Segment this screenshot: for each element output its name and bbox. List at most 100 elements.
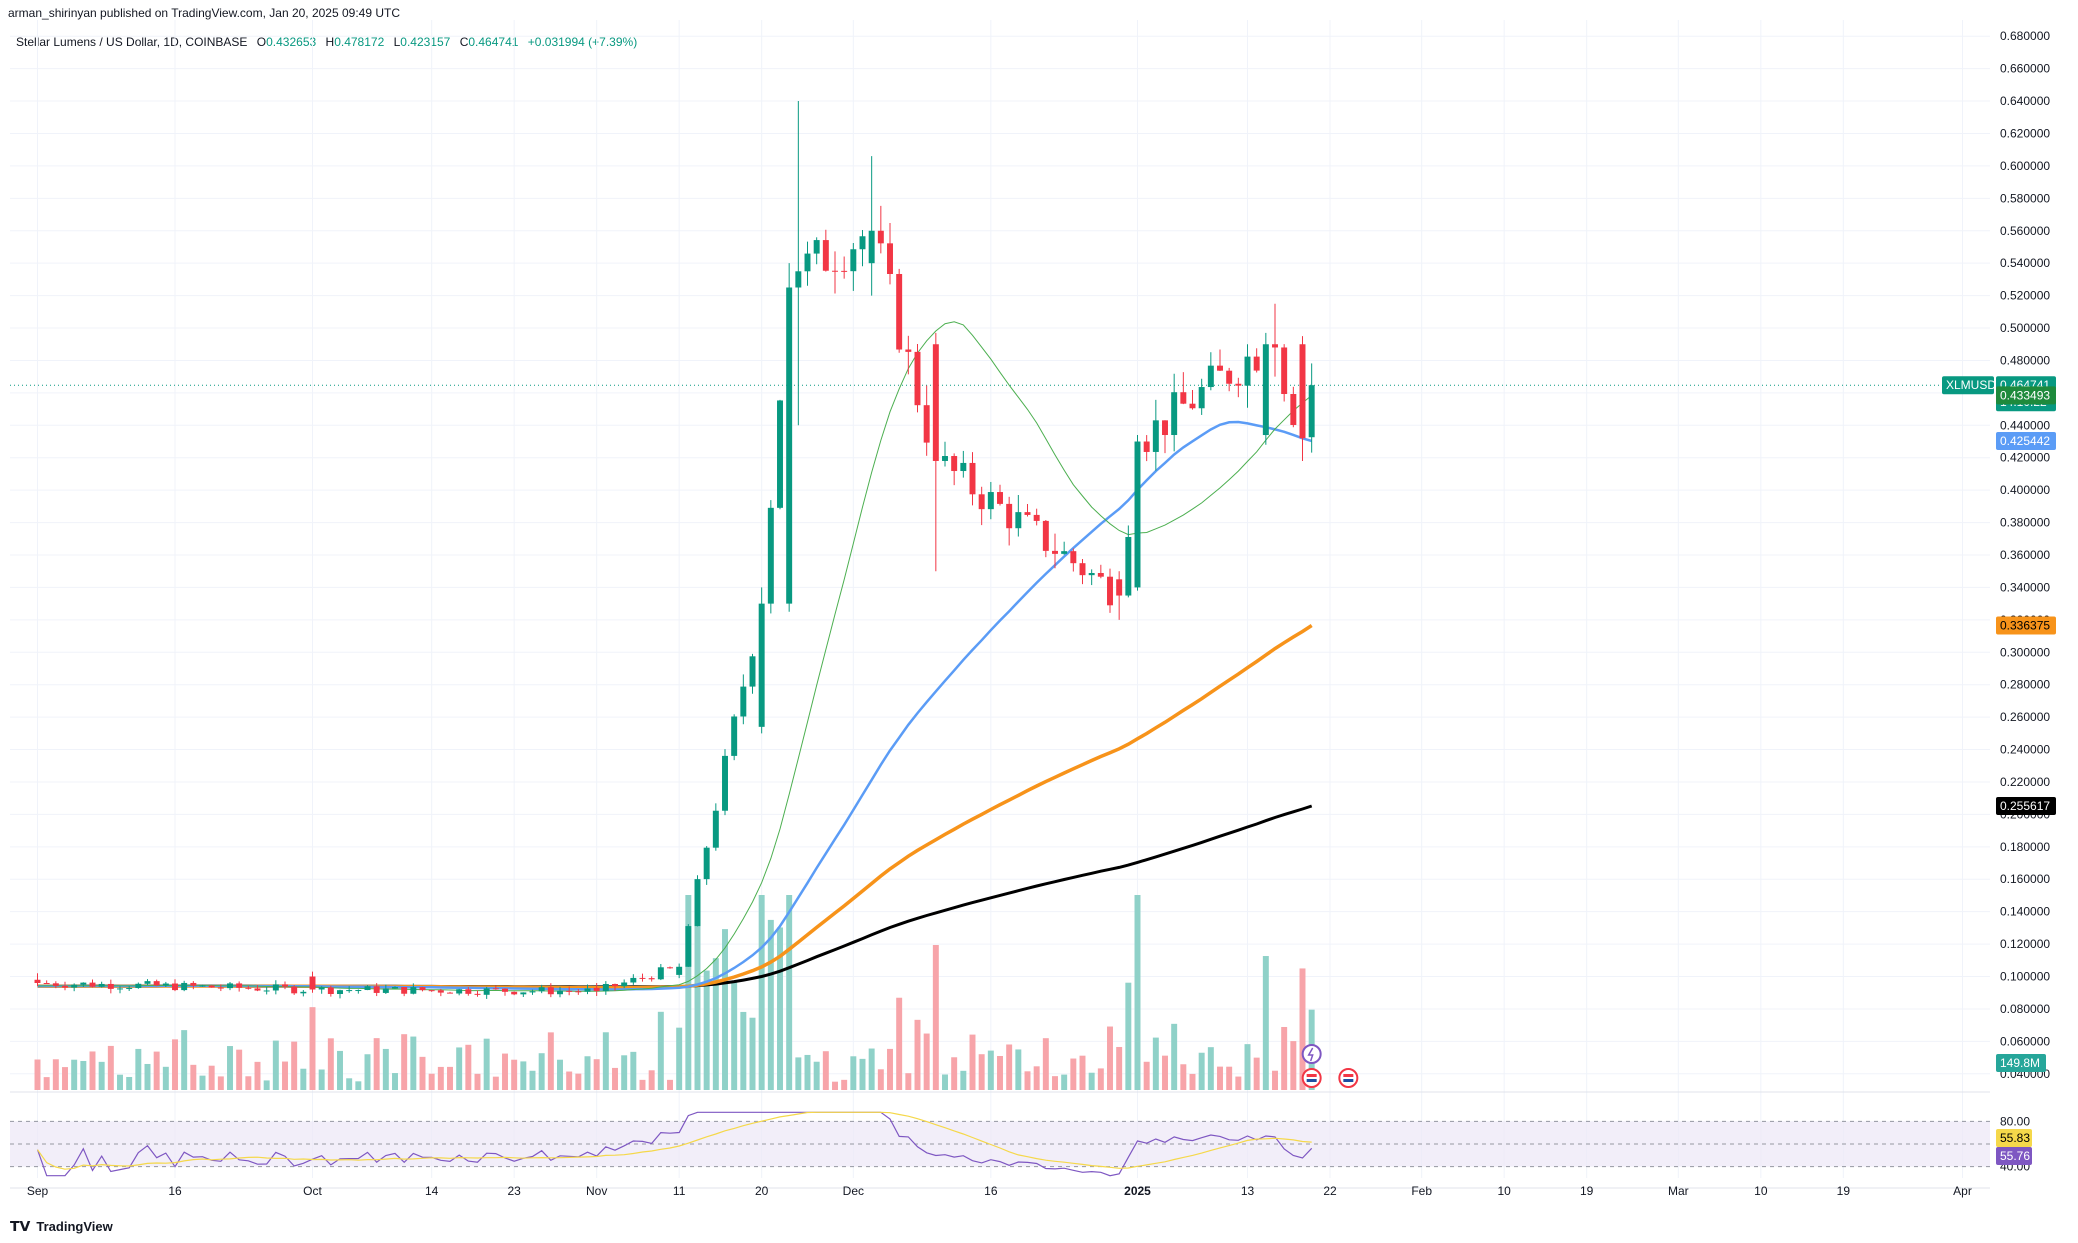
- candle-body[interactable]: [1052, 550, 1058, 554]
- candle-body[interactable]: [978, 494, 985, 510]
- candle-body[interactable]: [456, 989, 463, 994]
- candle-body[interactable]: [877, 230, 884, 244]
- candle-body[interactable]: [1198, 387, 1205, 409]
- candle-body[interactable]: [492, 988, 499, 990]
- candle-body[interactable]: [942, 456, 948, 461]
- candle-body[interactable]: [914, 351, 921, 406]
- candle-body[interactable]: [300, 991, 307, 994]
- candle-body[interactable]: [731, 716, 738, 756]
- candle-body[interactable]: [1180, 392, 1187, 404]
- candle-body[interactable]: [1244, 356, 1251, 386]
- candle-body[interactable]: [905, 349, 912, 352]
- candle-body[interactable]: [1162, 420, 1168, 436]
- candle-body[interactable]: [813, 240, 820, 254]
- candle-body[interactable]: [34, 979, 41, 983]
- candle-body[interactable]: [437, 990, 444, 993]
- candle-body[interactable]: [657, 967, 664, 980]
- candle-body[interactable]: [62, 985, 68, 988]
- candle-body[interactable]: [254, 988, 261, 991]
- candle-body[interactable]: [1235, 383, 1242, 386]
- candle-body[interactable]: [126, 988, 133, 990]
- candle-body[interactable]: [538, 987, 545, 992]
- candle-body[interactable]: [868, 230, 875, 264]
- candle-body[interactable]: [172, 983, 178, 991]
- candle-body[interactable]: [584, 988, 591, 992]
- candle-body[interactable]: [667, 967, 673, 969]
- candle-body[interactable]: [557, 990, 563, 995]
- candle-body[interactable]: [291, 986, 298, 994]
- candle-body[interactable]: [162, 983, 169, 986]
- candle-body[interactable]: [1152, 420, 1159, 452]
- candle-body[interactable]: [575, 991, 582, 993]
- candle-body[interactable]: [639, 977, 646, 979]
- candle-body[interactable]: [190, 982, 197, 986]
- candle-body[interactable]: [841, 270, 848, 272]
- candle-body[interactable]: [208, 985, 215, 988]
- candle-body[interactable]: [71, 984, 78, 988]
- candle-body[interactable]: [1015, 512, 1022, 529]
- candle-body[interactable]: [309, 976, 316, 990]
- candle-body[interactable]: [1290, 394, 1297, 425]
- candle-body[interactable]: [593, 987, 600, 992]
- candle-body[interactable]: [767, 507, 774, 604]
- candle-body[interactable]: [1171, 392, 1178, 436]
- candle-body[interactable]: [786, 287, 793, 604]
- candle-body[interactable]: [822, 240, 829, 271]
- candle-body[interactable]: [1024, 512, 1031, 515]
- candle-body[interactable]: [712, 810, 719, 848]
- candle-body[interactable]: [1061, 551, 1068, 554]
- candle-body[interactable]: [447, 992, 453, 994]
- candle-body[interactable]: [612, 983, 618, 987]
- candle-body[interactable]: [676, 966, 683, 975]
- candle-body[interactable]: [392, 987, 398, 989]
- candle-body[interactable]: [1253, 356, 1260, 371]
- candle-body[interactable]: [859, 236, 866, 250]
- candle-body[interactable]: [602, 983, 609, 992]
- candle-body[interactable]: [52, 983, 59, 986]
- candle-body[interactable]: [630, 977, 637, 983]
- candle-body[interactable]: [1272, 344, 1278, 348]
- candle-body[interactable]: [1116, 579, 1123, 596]
- candle-body[interactable]: [566, 990, 573, 992]
- candle-body[interactable]: [896, 273, 903, 350]
- candle-body[interactable]: [1134, 441, 1141, 588]
- candle-body[interactable]: [749, 656, 756, 687]
- candle-body[interactable]: [969, 462, 976, 495]
- candle-body[interactable]: [327, 987, 334, 994]
- candle-body[interactable]: [245, 987, 252, 989]
- candle-body[interactable]: [355, 990, 362, 992]
- candle-body[interactable]: [43, 983, 50, 984]
- candle-body[interactable]: [1226, 370, 1233, 384]
- candle-body[interactable]: [1262, 344, 1269, 436]
- candle-body[interactable]: [1006, 503, 1013, 529]
- lightning-icon[interactable]: [1301, 1044, 1322, 1064]
- candle-body[interactable]: [804, 253, 811, 272]
- candle-body[interactable]: [1097, 573, 1104, 577]
- us-flag-icon[interactable]: [1301, 1068, 1322, 1088]
- candle-body[interactable]: [1299, 344, 1306, 439]
- candle-body[interactable]: [1070, 551, 1077, 564]
- candle-body[interactable]: [135, 983, 142, 989]
- us-flag-icon[interactable]: [1338, 1068, 1359, 1088]
- candle-body[interactable]: [621, 982, 628, 987]
- candle-body[interactable]: [337, 990, 343, 994]
- candle-body[interactable]: [547, 987, 554, 995]
- candle-body[interactable]: [419, 987, 426, 991]
- candle-body[interactable]: [80, 982, 87, 985]
- candle-body[interactable]: [107, 983, 114, 989]
- candle-body[interactable]: [272, 984, 279, 991]
- candle-body[interactable]: [1143, 441, 1150, 452]
- candle-body[interactable]: [217, 987, 224, 989]
- candle-body[interactable]: [465, 989, 472, 994]
- candle-body[interactable]: [648, 978, 655, 980]
- candle-body[interactable]: [282, 984, 288, 987]
- candle-body[interactable]: [1033, 514, 1040, 521]
- candle-body[interactable]: [502, 988, 508, 992]
- candle-body[interactable]: [1308, 385, 1315, 438]
- candle-body[interactable]: [951, 456, 958, 472]
- candle-body[interactable]: [98, 983, 105, 987]
- candle-body[interactable]: [758, 603, 765, 727]
- candle-body[interactable]: [997, 492, 1003, 504]
- candle-body[interactable]: [364, 986, 371, 991]
- candle-body[interactable]: [1217, 365, 1223, 371]
